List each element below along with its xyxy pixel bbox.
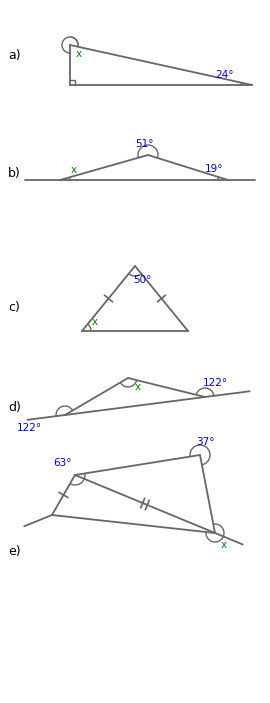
Text: x: x bbox=[135, 382, 141, 392]
Text: 122°: 122° bbox=[16, 423, 42, 433]
Text: b): b) bbox=[8, 167, 21, 179]
Text: c): c) bbox=[8, 302, 20, 314]
Text: 37°: 37° bbox=[196, 437, 214, 447]
Text: 51°: 51° bbox=[135, 139, 153, 149]
Text: 24°: 24° bbox=[215, 70, 233, 80]
Text: 122°: 122° bbox=[202, 378, 228, 388]
Text: x: x bbox=[71, 165, 77, 175]
Text: 50°: 50° bbox=[133, 275, 151, 285]
Text: x: x bbox=[76, 49, 82, 59]
Text: x: x bbox=[92, 317, 98, 327]
Text: x: x bbox=[221, 540, 227, 550]
Text: a): a) bbox=[8, 49, 21, 61]
Text: 19°: 19° bbox=[205, 164, 223, 174]
Text: e): e) bbox=[8, 545, 21, 557]
Text: 63°: 63° bbox=[54, 458, 72, 468]
Text: d): d) bbox=[8, 401, 21, 415]
